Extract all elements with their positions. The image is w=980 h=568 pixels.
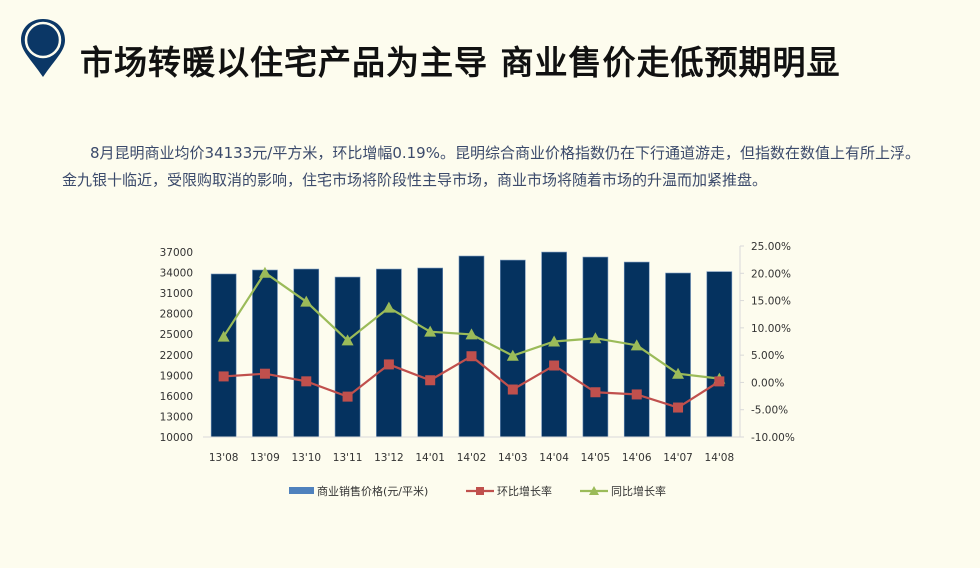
x-tick-label: 13'09 bbox=[250, 452, 280, 464]
mom-point bbox=[383, 359, 394, 370]
y-left-tick-label: 10000 bbox=[160, 432, 193, 444]
yoy-point bbox=[341, 334, 354, 346]
bar-series bbox=[210, 251, 733, 438]
legend-label-mom: 环比增长率 bbox=[497, 484, 552, 498]
legend-swatch-bar bbox=[289, 487, 314, 494]
mom-point bbox=[425, 375, 436, 386]
y-right-tick-label: 10.00% bbox=[751, 323, 791, 335]
summary-text: 8月昆明商业均价34133元/平方米，环比增幅0.19%。昆明综合商业价格指数仍… bbox=[62, 144, 920, 189]
mom-point bbox=[673, 402, 684, 413]
y-right-tick-label: -10.00% bbox=[751, 432, 795, 444]
mom-point bbox=[218, 371, 229, 382]
x-tick-label: 13'12 bbox=[374, 452, 404, 464]
legend-marker-mom bbox=[476, 487, 484, 495]
yoy-point bbox=[465, 328, 478, 340]
x-tick-label: 14'07 bbox=[663, 452, 693, 464]
x-tick-label: 13'11 bbox=[333, 452, 363, 464]
yoy-point bbox=[630, 339, 643, 351]
mom-point bbox=[466, 351, 477, 362]
bar bbox=[706, 271, 733, 438]
yoy-point bbox=[672, 367, 685, 379]
bar bbox=[458, 255, 485, 438]
yoy-point bbox=[382, 301, 395, 313]
y-left-tick-label: 31000 bbox=[160, 288, 193, 300]
legend-label-bar: 商业销售价格(元/平米) bbox=[317, 484, 428, 498]
y-right-tick-label: -5.00% bbox=[751, 405, 788, 417]
mom-point bbox=[301, 376, 312, 387]
legend-label-yoy: 同比增长率 bbox=[611, 484, 666, 498]
x-tick-label: 14'03 bbox=[498, 452, 528, 464]
bar bbox=[500, 259, 526, 438]
y-right-tick-label: 15.00% bbox=[751, 296, 791, 308]
yoy-point bbox=[217, 330, 230, 342]
line-series bbox=[217, 266, 726, 413]
y-left-tick-label: 13000 bbox=[160, 411, 193, 423]
legend-marker-yoy bbox=[589, 486, 599, 495]
bar bbox=[417, 267, 443, 438]
mom-point bbox=[590, 387, 601, 398]
bar bbox=[210, 273, 237, 438]
x-tick-label: 13'08 bbox=[209, 452, 239, 464]
y-left-tick-label: 37000 bbox=[160, 247, 193, 259]
yoy-point bbox=[548, 335, 561, 347]
y-left-tick-label: 22000 bbox=[160, 350, 193, 362]
bar bbox=[376, 268, 402, 438]
yoy-point bbox=[589, 332, 602, 344]
y-right-tick-label: 5.00% bbox=[751, 350, 784, 362]
x-tick-label: 13'10 bbox=[291, 452, 321, 464]
y-left-tick-label: 34000 bbox=[160, 268, 193, 280]
yoy-point bbox=[300, 295, 313, 307]
x-axis: 13'08 13'09 13'10 13'11 13'12 14'01 14'02 14'03… bbox=[203, 436, 740, 464]
bar bbox=[334, 276, 361, 438]
yoy-point bbox=[424, 325, 437, 337]
page-title: 市场转暖以住宅产品为主导 商业售价走低预期明显 bbox=[80, 43, 841, 82]
y-right-tick-label: 20.00% bbox=[751, 268, 791, 280]
y-right-tick-label: 25.00% bbox=[751, 241, 791, 253]
x-tick-label: 14'02 bbox=[457, 452, 487, 464]
y-left-tick-label: 16000 bbox=[160, 391, 193, 403]
y-right-tick-label: 0.00% bbox=[751, 377, 784, 389]
bar bbox=[252, 269, 278, 438]
mom-point bbox=[549, 360, 560, 371]
y-left-tick-label: 19000 bbox=[160, 370, 193, 382]
x-tick-label: 14'04 bbox=[539, 452, 569, 464]
x-tick-label: 14'05 bbox=[581, 452, 611, 464]
bar bbox=[582, 256, 609, 438]
left-axis: 37000 34000 31000 28000 25000 22000 19000 16000… bbox=[160, 247, 193, 444]
yoy-point bbox=[506, 349, 519, 361]
yoy-point bbox=[258, 266, 271, 278]
legend: 商业销售价格(元/平米) 环比增长率 同比增长率 bbox=[289, 484, 666, 498]
right-axis: 25.00% 20.00% 15.00% 10.00% 5.00% 0.00% -5.00%… bbox=[739, 241, 795, 444]
mom-point bbox=[342, 391, 353, 402]
mom-point bbox=[631, 389, 642, 400]
mom-point bbox=[507, 384, 518, 395]
y-left-tick-label: 25000 bbox=[160, 329, 193, 341]
x-tick-label: 14'08 bbox=[705, 452, 735, 464]
mom-point bbox=[714, 376, 725, 387]
y-left-tick-label: 28000 bbox=[160, 309, 193, 321]
mom-point bbox=[259, 368, 270, 379]
x-tick-label: 14'01 bbox=[415, 452, 445, 464]
map-pin-icon bbox=[21, 19, 65, 77]
x-tick-label: 14'06 bbox=[622, 452, 652, 464]
